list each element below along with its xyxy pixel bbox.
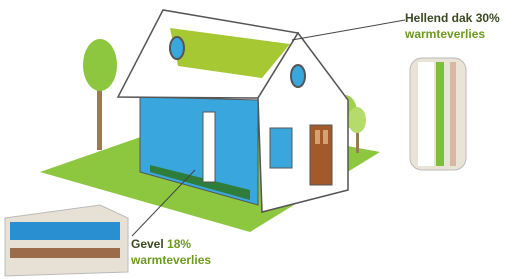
house-drawing bbox=[40, 10, 380, 232]
round-window bbox=[291, 65, 305, 87]
label-text: warmteverlies bbox=[404, 27, 485, 41]
round-window bbox=[170, 37, 184, 59]
label-text: warmteverlies bbox=[130, 253, 211, 267]
pack bbox=[5, 205, 128, 276]
insulation-roll bbox=[410, 58, 466, 170]
label-percent: 18% bbox=[167, 237, 191, 251]
label-percent: 30% bbox=[476, 11, 500, 25]
roll-label bbox=[418, 62, 434, 166]
door-pane bbox=[315, 130, 320, 144]
door bbox=[310, 125, 332, 185]
tree bbox=[83, 39, 117, 91]
roll-stripe bbox=[450, 62, 456, 166]
window bbox=[270, 128, 292, 168]
illustration: Hellend dak 30% warmteverlies Gevel 18% … bbox=[0, 0, 518, 279]
tree bbox=[348, 107, 366, 133]
label-title: Gevel 18% bbox=[131, 237, 191, 251]
label-name: Gevel bbox=[131, 237, 164, 251]
pack-band bbox=[10, 222, 120, 240]
leader-line bbox=[292, 20, 405, 40]
label-name: Hellend dak bbox=[405, 11, 473, 25]
pillar bbox=[203, 112, 215, 182]
door-pane bbox=[323, 130, 328, 144]
roll-stripe bbox=[436, 62, 444, 166]
insulation-pack bbox=[5, 205, 128, 276]
label-title: Hellend dak 30% bbox=[405, 11, 500, 25]
pack-band bbox=[10, 248, 120, 258]
